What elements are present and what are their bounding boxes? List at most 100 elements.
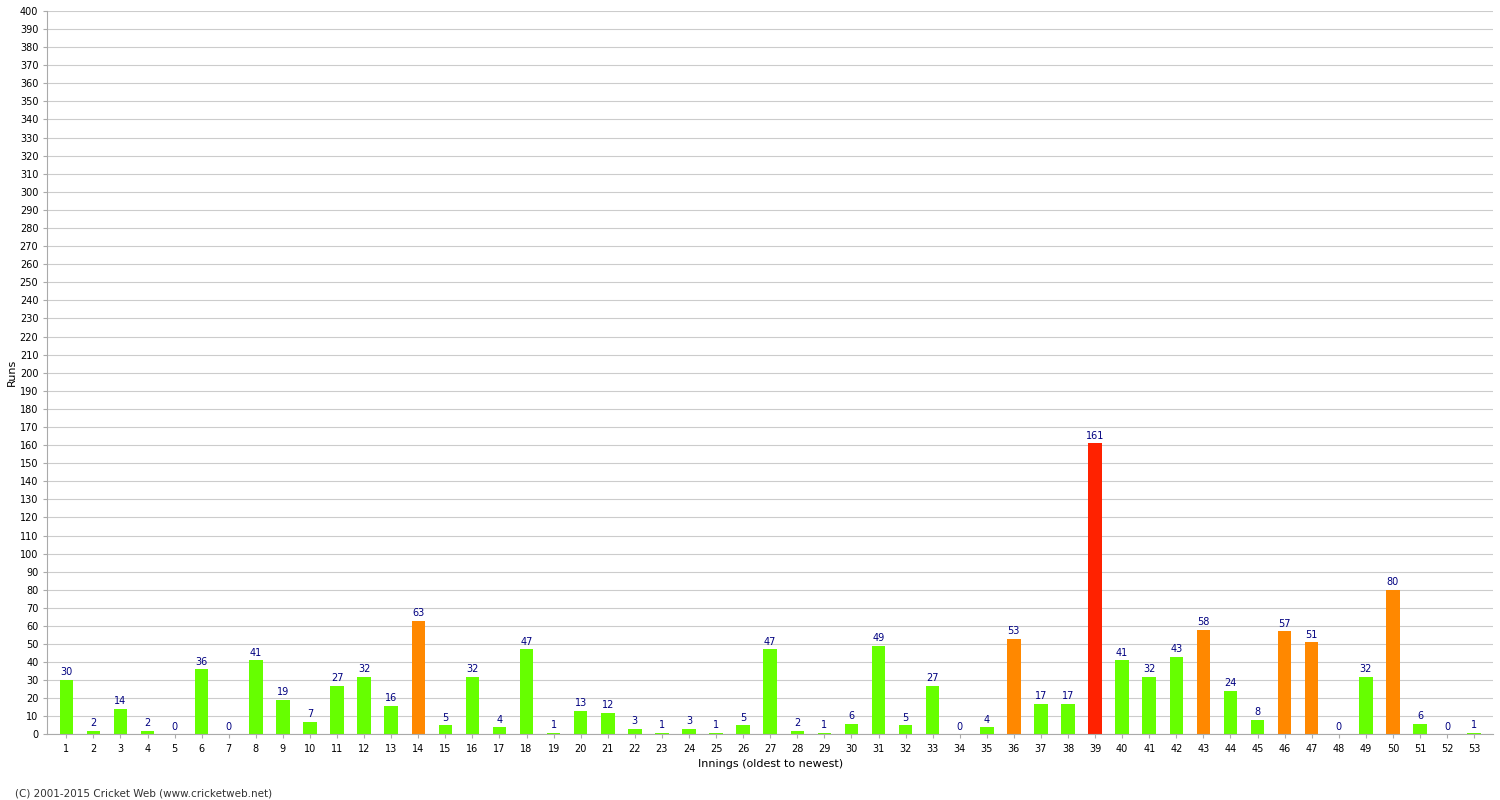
Bar [898,726,912,734]
Bar [628,729,642,734]
Bar [1116,660,1130,734]
Bar [926,686,939,734]
Text: 6: 6 [849,711,855,721]
Bar [114,709,128,734]
Text: 1: 1 [550,720,556,730]
Bar [656,733,669,734]
Text: 5: 5 [442,713,448,722]
Text: 19: 19 [278,687,290,698]
Bar [1467,733,1480,734]
Bar [1060,704,1076,734]
Text: 36: 36 [195,657,208,666]
Text: 8: 8 [1254,707,1260,718]
Bar [1278,631,1292,734]
Bar [818,733,831,734]
Text: 7: 7 [308,709,314,719]
Bar [1170,657,1184,734]
Text: (C) 2001-2015 Cricket Web (www.cricketweb.net): (C) 2001-2015 Cricket Web (www.cricketwe… [15,789,272,798]
Bar [520,650,534,734]
Text: 49: 49 [873,633,885,643]
Text: 41: 41 [1116,647,1128,658]
X-axis label: Innings (oldest to newest): Innings (oldest to newest) [698,759,843,769]
Text: 1: 1 [1472,720,1478,730]
Bar [574,711,588,734]
Text: 4: 4 [984,714,990,725]
Text: 5: 5 [740,713,747,722]
Bar [1224,691,1238,734]
Text: 27: 27 [332,673,344,683]
Text: 2: 2 [144,718,150,728]
Text: 53: 53 [1008,626,1020,636]
Text: 0: 0 [225,722,232,732]
Text: 32: 32 [358,664,370,674]
Bar [1143,677,1156,734]
Bar [465,677,478,734]
Bar [764,650,777,734]
Bar [1251,720,1264,734]
Bar [195,670,208,734]
Text: 32: 32 [466,664,478,674]
Text: 27: 27 [927,673,939,683]
Bar [1413,724,1426,734]
Bar [871,646,885,734]
Text: 41: 41 [249,647,262,658]
Bar [790,731,804,734]
Text: 1: 1 [712,720,718,730]
Text: 6: 6 [1418,711,1424,721]
Y-axis label: Runs: Runs [8,359,16,386]
Bar [87,731,100,734]
Bar [141,731,154,734]
Text: 24: 24 [1224,678,1236,688]
Text: 80: 80 [1388,577,1400,587]
Bar [249,660,262,734]
Bar [492,727,507,734]
Text: 43: 43 [1170,644,1182,654]
Text: 3: 3 [632,716,638,726]
Bar [1007,638,1020,734]
Text: 12: 12 [602,700,613,710]
Text: 13: 13 [574,698,586,708]
Text: 30: 30 [60,667,72,678]
Text: 0: 0 [957,722,963,732]
Bar [710,733,723,734]
Bar [736,726,750,734]
Bar [357,677,370,734]
Bar [330,686,344,734]
Text: 51: 51 [1305,630,1318,639]
Bar [384,706,398,734]
Text: 32: 32 [1143,664,1155,674]
Text: 0: 0 [1335,722,1342,732]
Bar [602,713,615,734]
Bar [1359,677,1372,734]
Bar [438,726,452,734]
Text: 32: 32 [1359,664,1372,674]
Bar [276,700,290,734]
Text: 1: 1 [658,720,664,730]
Text: 5: 5 [903,713,909,722]
Text: 16: 16 [386,693,398,703]
Bar [682,729,696,734]
Text: 14: 14 [114,697,126,706]
Bar [60,680,74,734]
Text: 2: 2 [90,718,96,728]
Text: 17: 17 [1035,691,1047,701]
Text: 57: 57 [1278,618,1292,629]
Text: 47: 47 [764,637,777,646]
Bar [1034,704,1047,734]
Text: 0: 0 [171,722,177,732]
Bar [980,727,993,734]
Text: 161: 161 [1086,430,1104,441]
Text: 1: 1 [822,720,828,730]
Bar [1089,443,1102,734]
Text: 47: 47 [520,637,532,646]
Bar [1305,642,1318,734]
Bar [411,621,424,734]
Bar [1197,630,1210,734]
Bar [548,733,561,734]
Text: 0: 0 [1444,722,1450,732]
Text: 3: 3 [686,716,692,726]
Bar [303,722,316,734]
Text: 63: 63 [413,608,424,618]
Text: 17: 17 [1062,691,1074,701]
Bar [844,724,858,734]
